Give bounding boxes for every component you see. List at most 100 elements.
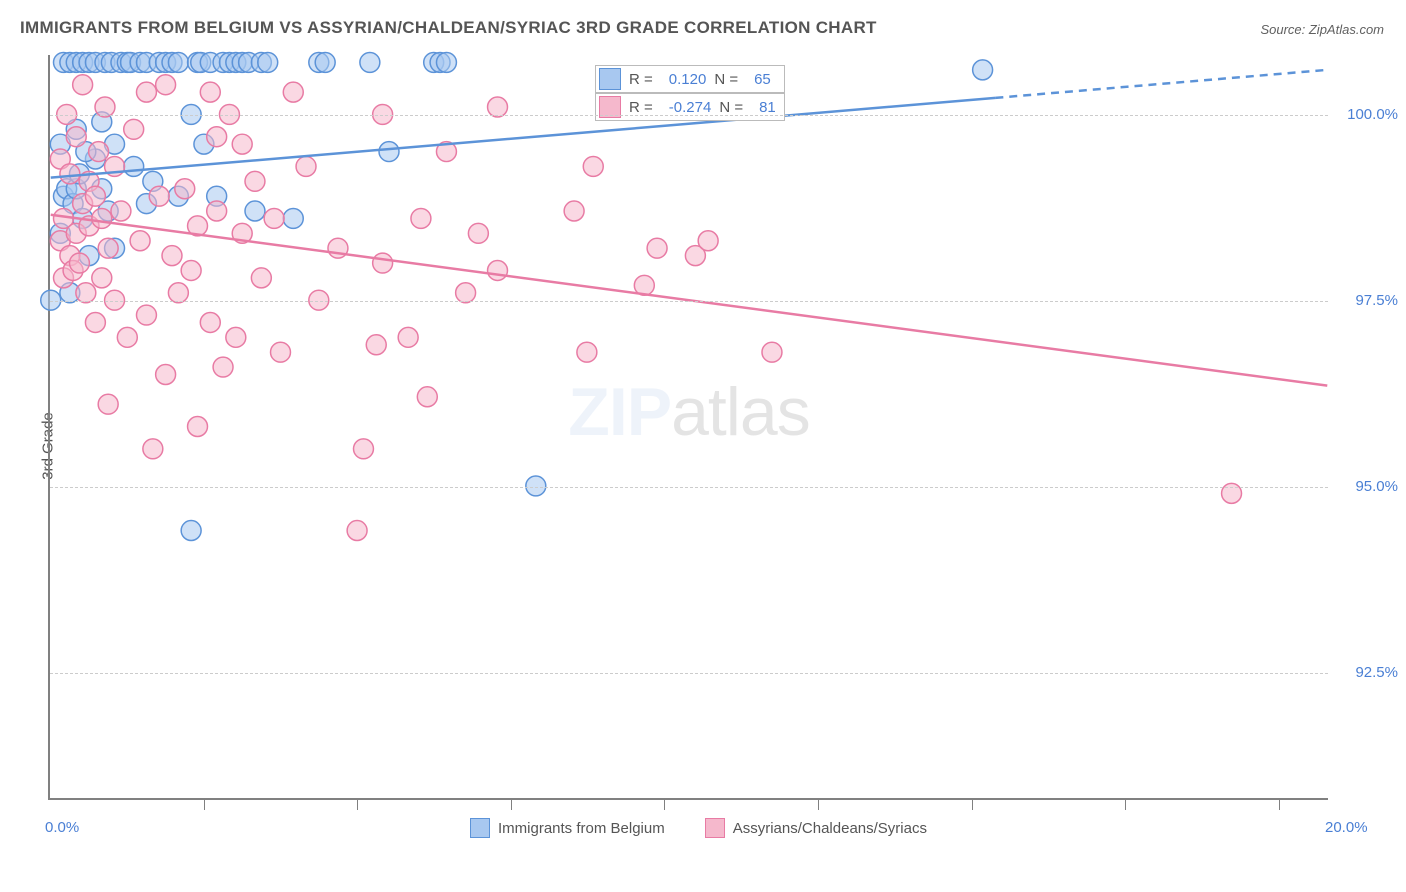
x-tick [818,798,819,810]
data-point [456,283,476,303]
chart-container: IMMIGRANTS FROM BELGIUM VS ASSYRIAN/CHAL… [0,0,1406,892]
chart-title: IMMIGRANTS FROM BELGIUM VS ASSYRIAN/CHAL… [20,18,877,38]
data-point [411,208,431,228]
x-tick [664,798,665,810]
data-point [85,186,105,206]
data-point [577,342,597,362]
series-legend: Immigrants from Belgium Assyrians/Chaldea… [470,818,927,838]
data-point [136,82,156,102]
data-point [207,201,227,221]
y-tick-label: 92.5% [1338,664,1398,681]
data-point [60,164,80,184]
data-point [124,119,144,139]
data-point [436,52,456,72]
legend-item: Immigrants from Belgium [470,818,665,838]
y-tick-label: 95.0% [1338,478,1398,495]
data-point [283,208,303,228]
legend-n-label: N = [719,99,751,116]
data-point [347,521,367,541]
data-point [181,260,201,280]
legend-item: Assyrians/Chaldeans/Syriacs [705,818,927,838]
data-point [181,521,201,541]
data-point [232,134,252,154]
data-point [200,82,220,102]
legend-stat-row: R =-0.274N =81 [595,93,785,121]
data-point [271,342,291,362]
legend-swatch [599,68,621,90]
data-point [168,52,188,72]
data-point [156,75,176,95]
data-point [213,357,233,377]
legend-r-label: R = [629,99,661,116]
x-tick [357,798,358,810]
data-point [258,52,278,72]
data-point [417,387,437,407]
data-point [98,238,118,258]
legend-n-label: N = [714,71,746,88]
data-point [973,60,993,80]
source-attribution: Source: ZipAtlas.com [1260,22,1384,37]
x-tick [1279,798,1280,810]
legend-label: Immigrants from Belgium [498,820,665,837]
gridline [50,301,1328,302]
x-tick [1125,798,1126,810]
y-tick-label: 100.0% [1338,106,1398,123]
data-point [264,208,284,228]
data-point [73,75,93,95]
data-point [245,201,265,221]
data-point [488,260,508,280]
data-point [76,283,96,303]
legend-n-value: 65 [746,71,779,88]
data-point [92,208,112,228]
data-point [251,268,271,288]
data-point [373,253,393,273]
legend-label: Assyrians/Chaldeans/Syriacs [733,820,927,837]
data-point [698,231,718,251]
data-point [89,142,109,162]
data-point [226,327,246,347]
data-point [583,156,603,176]
gridline [50,487,1328,488]
data-point [124,156,144,176]
legend-n-value: 81 [751,99,784,116]
data-point [398,327,418,347]
scatter-svg [50,55,1328,798]
data-point [379,142,399,162]
trend-line-dashed [995,70,1327,98]
data-point [98,394,118,414]
data-point [564,201,584,221]
data-point [69,253,89,273]
data-point [92,268,112,288]
correlation-legend: R =0.120N =65R =-0.274N =81 [595,65,785,121]
data-point [156,365,176,385]
data-point [207,127,227,147]
data-point [245,171,265,191]
legend-r-label: R = [629,71,661,88]
plot-area: ZIPatlas R =0.120N =65R =-0.274N =81 Imm… [48,55,1328,800]
data-point [762,342,782,362]
data-point [366,335,386,355]
gridline [50,673,1328,674]
data-point [168,283,188,303]
y-tick-label: 97.5% [1338,292,1398,309]
data-point [149,186,169,206]
data-point [130,231,150,251]
data-point [315,52,335,72]
x-tick [511,798,512,810]
data-point [354,439,374,459]
data-point [143,439,163,459]
x-tick [972,798,973,810]
data-point [296,156,316,176]
x-tick [204,798,205,810]
gridline [50,115,1328,116]
legend-r-value: -0.274 [661,99,720,116]
data-point [111,201,131,221]
data-point [66,127,86,147]
legend-r-value: 0.120 [661,71,715,88]
data-point [162,246,182,266]
data-point [136,305,156,325]
data-point [117,327,137,347]
legend-stat-row: R =0.120N =65 [595,65,785,93]
data-point [283,82,303,102]
data-point [360,52,380,72]
